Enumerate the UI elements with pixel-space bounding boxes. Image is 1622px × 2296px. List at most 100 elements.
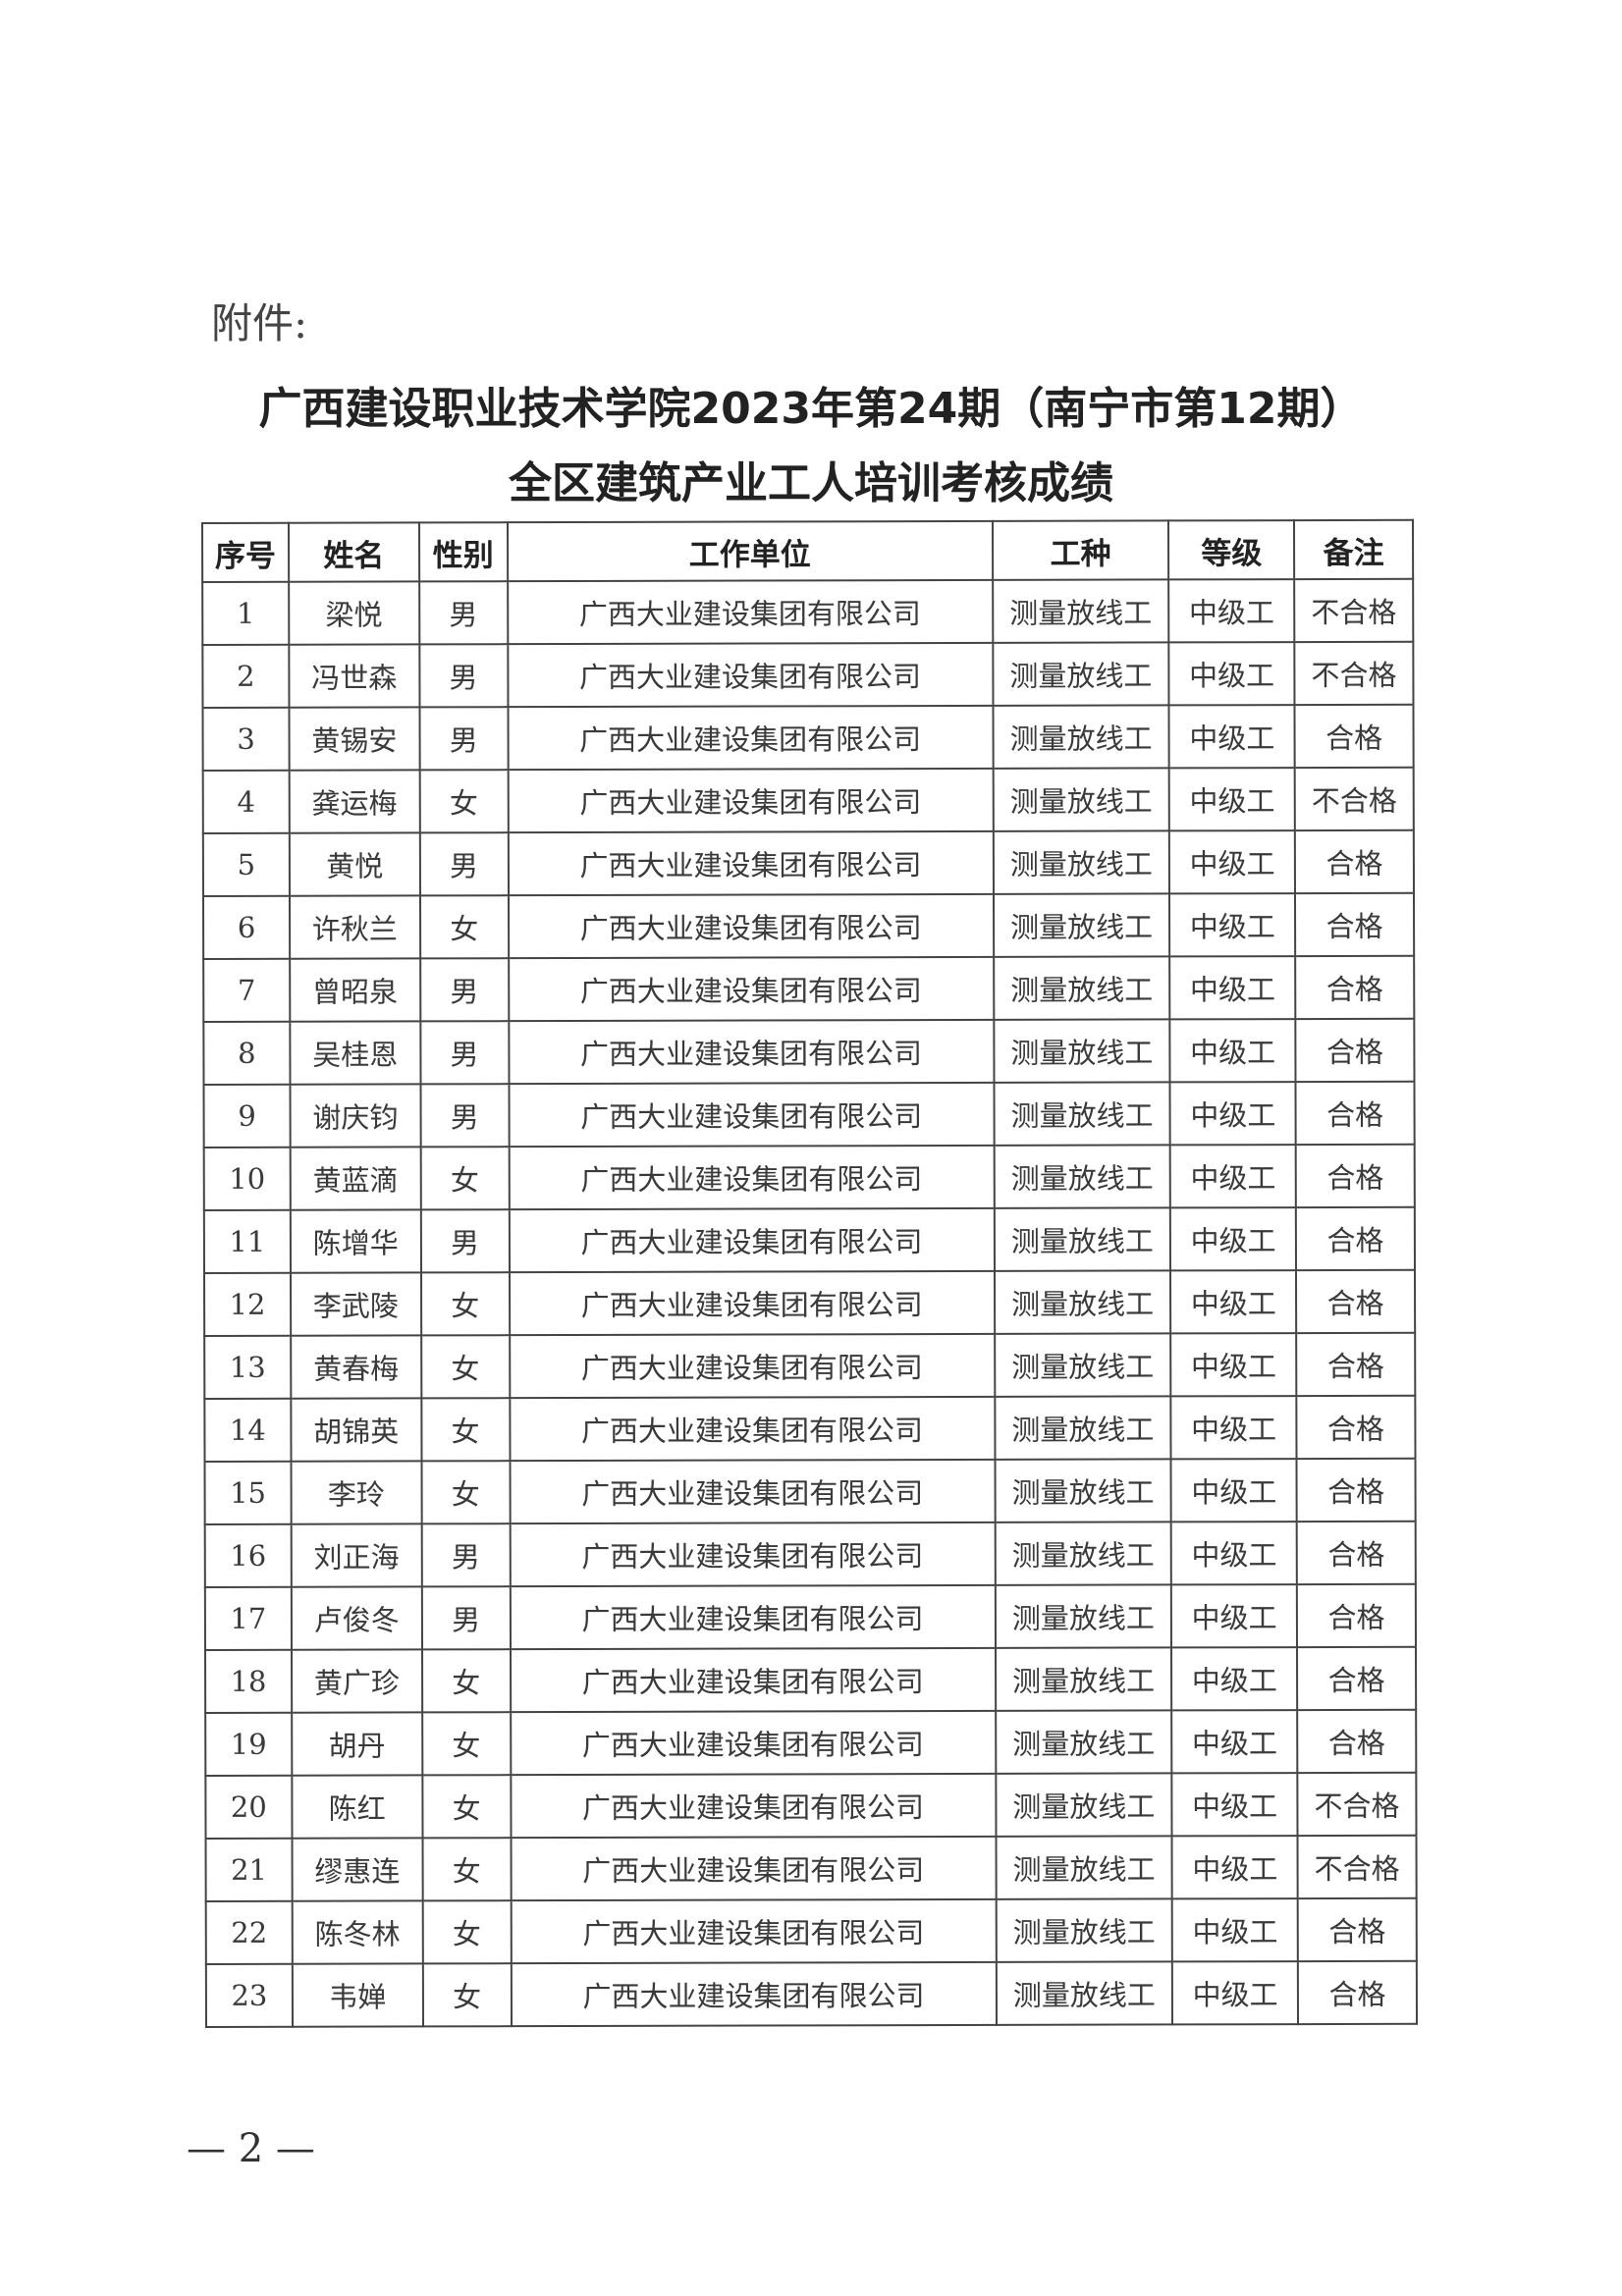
cell-index: 22 [205, 1900, 293, 1964]
cell-gender: 女 [419, 770, 509, 833]
cell-name: 黄蓝滴 [290, 1147, 421, 1210]
document-title: 广西建设职业技术学院2023年第24期（南宁市第12期） [258, 384, 1364, 434]
cell-remark: 合格 [1297, 1646, 1417, 1711]
cell-index: 3 [202, 707, 290, 771]
cell-employer: 广西大业建设集团有限公司 [509, 1082, 995, 1148]
cell-employer: 广西大业建设集团有限公司 [508, 956, 994, 1022]
cell-employer: 广西大业建设集团有限公司 [507, 642, 994, 708]
cell-trade: 测量放线工 [996, 1961, 1173, 2025]
cell-name: 吴桂恩 [290, 1021, 421, 1085]
cell-remark: 合格 [1295, 1018, 1415, 1083]
cell-employer: 广西大业建设集团有限公司 [508, 705, 994, 771]
cell-level: 中级工 [1168, 705, 1295, 769]
cell-index: 13 [204, 1335, 292, 1399]
cell-trade: 测量放线工 [993, 705, 1169, 769]
cell-name: 陈冬林 [292, 1900, 423, 1964]
cell-employer: 广西大业建设集团有限公司 [510, 1584, 996, 1650]
cell-remark: 合格 [1296, 1395, 1416, 1460]
cell-remark: 合格 [1297, 1960, 1418, 2025]
table-row: 7 曾昭泉男广西大业建设集团有限公司 测量放线工 中级工 合格 [203, 955, 1415, 1022]
header-gender: 性别 [418, 522, 508, 582]
cell-gender: 女 [421, 1649, 511, 1713]
cell-trade: 测量放线工 [996, 1836, 1173, 1899]
cell-name: 梁悦 [289, 581, 420, 645]
cell-name: 许秋兰 [289, 895, 420, 959]
table-row: 12 李武陵女广西大业建设集团有限公司 测量放线工 中级工 合格 [204, 1269, 1416, 1336]
cell-gender: 男 [421, 1523, 511, 1587]
cell-index: 18 [205, 1649, 293, 1713]
cell-gender: 女 [420, 1272, 510, 1336]
cell-trade: 测量放线工 [995, 1584, 1172, 1648]
cell-gender: 女 [419, 895, 509, 959]
cell-trade: 测量放线工 [994, 1270, 1171, 1334]
cell-level: 中级工 [1168, 579, 1295, 643]
cell-name: 龚运梅 [289, 770, 420, 833]
cell-name: 李武陵 [290, 1272, 421, 1336]
header-employer: 工作单位 [507, 520, 993, 582]
cell-index: 5 [202, 832, 290, 896]
cell-remark: 合格 [1294, 829, 1414, 894]
cell-employer: 广西大业建设集团有限公司 [509, 1333, 995, 1399]
cell-gender: 男 [420, 1084, 510, 1148]
cell-trade: 测量放线工 [995, 1459, 1171, 1522]
cell-employer: 广西大业建设集团有限公司 [508, 830, 994, 896]
cell-remark: 不合格 [1294, 767, 1414, 831]
cell-level: 中级工 [1170, 1270, 1297, 1334]
cell-index: 17 [204, 1586, 292, 1650]
cell-gender: 女 [422, 1963, 512, 2027]
cell-level: 中级工 [1170, 1207, 1297, 1271]
cell-index: 8 [203, 1021, 291, 1085]
cell-trade: 测量放线工 [994, 1207, 1171, 1271]
table-row: 16 刘正海男广西大业建设集团有限公司 测量放线工 中级工 合格 [204, 1521, 1416, 1587]
cell-name: 冯世森 [289, 644, 420, 708]
cell-gender: 女 [421, 1712, 511, 1776]
cell-level: 中级工 [1169, 893, 1296, 957]
cell-remark: 合格 [1296, 1583, 1417, 1648]
header-remark: 备注 [1294, 519, 1414, 580]
table-row: 11 陈增华男广西大业建设集团有限公司 测量放线工 中级工 合格 [203, 1206, 1415, 1273]
cell-level: 中级工 [1170, 1333, 1297, 1397]
table-row: 18 黄广珍女广西大业建设集团有限公司 测量放线工 中级工 合格 [205, 1646, 1417, 1713]
cell-remark: 合格 [1295, 1081, 1415, 1146]
cell-index: 1 [202, 581, 290, 645]
cell-gender: 男 [420, 1021, 510, 1085]
document-subtitle: 全区建筑产业工人培训考核成绩 [509, 458, 1113, 508]
cell-level: 中级工 [1170, 1459, 1297, 1522]
table-row: 1 梁悦男广西大业建设集团有限公司 测量放线工 中级工 不合格 [202, 578, 1414, 645]
table-row: 23 韦婵女广西大业建设集团有限公司 测量放线工 中级工 合格 [205, 1960, 1418, 2027]
cell-gender: 男 [420, 1209, 510, 1273]
table-row: 17 卢俊冬男广西大业建设集团有限公司 测量放线工 中级工 合格 [204, 1583, 1417, 1650]
cell-gender: 男 [421, 1586, 511, 1650]
cell-name: 卢俊冬 [291, 1586, 422, 1650]
cell-employer: 广西大业建设集团有限公司 [511, 1961, 997, 2027]
cell-trade: 测量放线工 [994, 1145, 1171, 1208]
table-row: 10 黄蓝滴女广西大业建设集团有限公司 测量放线工 中级工 合格 [203, 1144, 1415, 1210]
cell-name: 黄广珍 [291, 1649, 422, 1713]
table-row: 14 胡锦英女广西大业建设集团有限公司 测量放线工 中级工 合格 [204, 1395, 1416, 1462]
cell-employer: 广西大业建设集团有限公司 [510, 1647, 996, 1713]
cell-gender: 女 [420, 1335, 510, 1399]
cell-name: 谢庆钧 [290, 1084, 421, 1148]
cell-index: 19 [205, 1712, 293, 1776]
header-level: 等级 [1168, 520, 1295, 580]
cell-trade: 测量放线工 [993, 956, 1170, 1020]
cell-index: 10 [203, 1147, 291, 1210]
cell-level: 中级工 [1170, 1396, 1297, 1460]
cell-index: 6 [202, 895, 291, 959]
cell-level: 中级工 [1172, 1898, 1298, 1962]
table-row: 21 缪惠连女广西大业建设集团有限公司 测量放线工 中级工 不合格 [205, 1835, 1417, 1901]
cell-level: 中级工 [1169, 1019, 1296, 1083]
cell-remark: 合格 [1297, 1709, 1417, 1774]
cell-employer: 广西大业建设集团有限公司 [510, 1459, 996, 1524]
cell-gender: 女 [422, 1775, 512, 1839]
cell-employer: 广西大业建设集团有限公司 [509, 1396, 996, 1462]
table-row: 3 黄锡安男广西大业建设集团有限公司 测量放线工 中级工 合格 [202, 704, 1414, 771]
cell-name: 曾昭泉 [290, 958, 421, 1022]
cell-level: 中级工 [1171, 1836, 1298, 1899]
cell-employer: 广西大业建设集团有限公司 [510, 1773, 997, 1839]
table-row: 19 胡丹女广西大业建设集团有限公司 测量放线工 中级工 合格 [205, 1709, 1417, 1776]
cell-level: 中级工 [1169, 1145, 1296, 1208]
header-name: 姓名 [288, 522, 419, 582]
cell-trade: 测量放线工 [995, 1710, 1172, 1774]
cell-remark: 不合格 [1294, 641, 1414, 706]
